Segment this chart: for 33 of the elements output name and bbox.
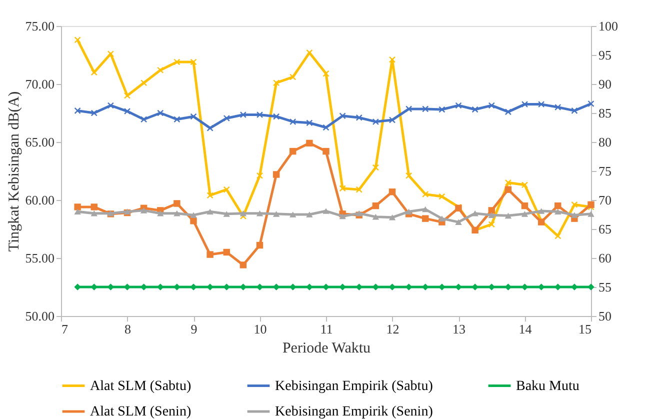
legend-label: Baku Mutu: [516, 378, 580, 394]
y-tick-label: 75.00: [25, 18, 54, 34]
x-tick-label: 15: [578, 322, 592, 336]
y2-tick-label: 85: [598, 106, 612, 120]
y2-tick-label: 55: [598, 280, 612, 294]
y-axis-title: Tingkat Kebisingan dB(A): [6, 91, 22, 252]
y-tick-label: 65.00: [25, 134, 54, 150]
x-tick-label: 13: [452, 322, 466, 336]
y2-tick-label: 90: [598, 76, 612, 92]
x-tick-label: 11: [320, 322, 333, 336]
legend-label: Kebisingan Empirik (Sabtu): [275, 378, 434, 394]
x-tick-label: 10: [254, 322, 267, 336]
legend-label: Alat SLM (Senin): [90, 404, 192, 419]
legend-label: Kebisingan Empirik (Senin): [275, 404, 434, 419]
y-tick-label: 55.00: [25, 250, 54, 266]
y-tick-label: 50.00: [25, 308, 54, 324]
y-tick-label: 70.00: [25, 76, 54, 92]
x-axis-title: Periode Waktu: [282, 340, 372, 356]
y2-tick-label: 70: [598, 192, 612, 208]
x-tick-label: 12: [386, 322, 400, 336]
y2-tick-label: 95: [598, 48, 612, 62]
legend-label: Alat SLM (Sabtu): [90, 378, 192, 394]
x-tick-label: 9: [190, 322, 198, 336]
y2-tick-label: 75: [598, 164, 612, 178]
y2-tick-label: 50: [598, 308, 612, 324]
y2-tick-label: 60: [598, 250, 612, 266]
y-tick-label: 60.00: [25, 192, 54, 208]
y2-tick-label: 65: [598, 222, 612, 236]
x-tick-label: 14: [518, 322, 532, 336]
y2-tick-label: 80: [598, 134, 612, 150]
x-tick-label: 7: [62, 322, 68, 336]
x-tick-label: 8: [124, 322, 131, 336]
y2-tick-label: 100: [598, 18, 618, 34]
